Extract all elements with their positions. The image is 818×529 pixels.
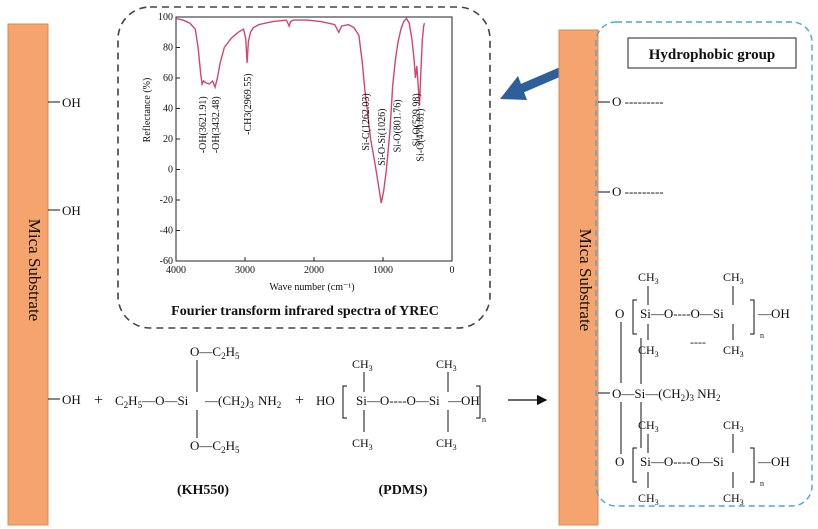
right-o-groups: O --------- O --------- [598,94,664,199]
kh550-label: (KH550) [177,483,229,498]
svg-text:CH3: CH3 [723,491,744,507]
svg-text:CH3: CH3 [436,436,457,452]
y-tick-label: -40 [160,226,173,237]
svg-text:O ---------: O --------- [612,94,664,109]
svg-text:—OH: —OH [757,306,790,321]
grafted-structure: O—Si—(CH2)3 NH2 O Si—O----O—Si —OH n CH3… [598,270,790,507]
y-ticks: 100 80 60 40 20 0 -20 -40 -60 [158,12,180,267]
peak-annotations: -OH(3621.91) -OH(3432.48) -CH3(2969.55) Si-… [198,73,426,165]
svg-text:—OH: —OH [447,393,480,408]
plus-sign-1: + [94,392,103,409]
svg-text:O—Si—(CH2)3 NH2: O—Si—(CH2)3 NH2 [612,386,721,403]
kh550-amine: NH2 [258,393,281,410]
hydrophobic-label: Hydrophobic group [649,47,776,63]
svg-text:OH: OH [62,392,81,407]
svg-text:CH3: CH3 [352,436,373,452]
y-tick-label: -60 [160,256,173,267]
x-tick-label: 4000 [166,265,186,276]
pdms-structure: HO Si—O----O—Si —OH n CH3 CH3 CH3 CH3 (P… [316,357,486,498]
svg-text:CH3: CH3 [638,418,659,434]
svg-text:OH: OH [62,95,81,110]
hydrophobic-label-box [627,37,797,69]
y-tick-label: 80 [163,43,173,54]
svg-text:Si—O----O—Si: Si—O----O—Si [640,306,724,321]
svg-text:C2H5—O—Si: C2H5—O—Si [115,393,189,410]
x-tick-label: 2000 [304,265,324,276]
peak-annotation: -CH3(2969.55) [243,73,254,134]
svg-text:CH3: CH3 [723,418,744,434]
plus-sign-2: + [295,392,304,409]
svg-text:CH3: CH3 [638,491,659,507]
svg-text:CH3: CH3 [352,357,373,373]
y-axis-label: Reflectance (%) [142,78,153,143]
y-tick-label: -20 [160,195,173,206]
svg-text:OH: OH [62,203,81,218]
peak-annotation: Si-O(529.98) [411,93,422,146]
svg-text:O—C2H5: O—C2H5 [190,344,240,361]
svg-text:—(CH2)3: —(CH2)3 [204,393,254,410]
svg-text:O ---------: O --------- [612,184,664,199]
peak-annotation: -OH(3621.91) [198,96,209,153]
svg-text:CH3: CH3 [638,270,659,286]
peak-annotation: Si-O-Si(1026) [377,109,388,166]
y-tick-label: 60 [163,73,173,84]
peak-annotation: Si-O(470.81) [416,109,427,162]
inset-title: Fourier transform infrared spectra of YR… [171,304,439,319]
y-tick-label: 0 [168,165,173,176]
svg-text:O: O [615,454,624,469]
svg-text:n: n [482,415,486,424]
svg-text:CH3: CH3 [723,270,744,286]
svg-text:CH3: CH3 [436,357,457,373]
reaction-row: + C2H5—O—Si —(CH2)3 NH2 O—C2H5 O—C2H5 (K… [94,344,548,498]
left-substrate-label: Mica Substrate [25,219,44,321]
x-axis-label: Wave number (cm⁻¹) [269,282,354,293]
kh550-structure: C2H5—O—Si —(CH2)3 NH2 O—C2H5 O—C2H5 (KH5… [115,344,281,498]
right-substrate-label: Mica Substrate [576,229,595,331]
peak-annotation: Si-O(801.76) [393,99,404,152]
svg-text:O—C2H5: O—C2H5 [190,438,240,455]
pdms-label: (PDMS) [379,483,428,498]
left-substrate [7,23,49,526]
svg-text:Si—O----O—Si: Si—O----O—Si [356,393,440,408]
svg-text:—OH: —OH [757,454,790,469]
y-tick-label: 20 [163,134,173,145]
peak-annotation: Si-C(1262.03) [361,93,372,151]
right-substrate [558,29,599,526]
x-tick-label: 1000 [373,265,393,276]
svg-text:----: ---- [690,335,706,349]
ftir-inset-box [117,6,491,329]
svg-text:Si—O----O—Si: Si—O----O—Si [640,454,724,469]
y-tick-label: 100 [158,12,173,23]
peak-annotation: -OH(3432.48) [211,96,222,153]
y-tick-label: 40 [163,104,173,115]
svg-text:CH3: CH3 [723,343,744,359]
ftir-series-line [175,17,426,204]
svg-text:CH3: CH3 [638,343,659,359]
hydrophobic-box [595,21,813,507]
svg-text:HO: HO [316,393,335,408]
svg-text:n: n [760,479,764,488]
svg-text:n: n [760,331,764,340]
x-tick-label: 3000 [235,265,255,276]
svg-text:O: O [615,306,624,321]
x-ticks: 4000 3000 2000 1000 0 [166,257,455,276]
x-tick-label: 0 [450,265,455,276]
left-oh-groups: OH OH OH [48,95,81,407]
